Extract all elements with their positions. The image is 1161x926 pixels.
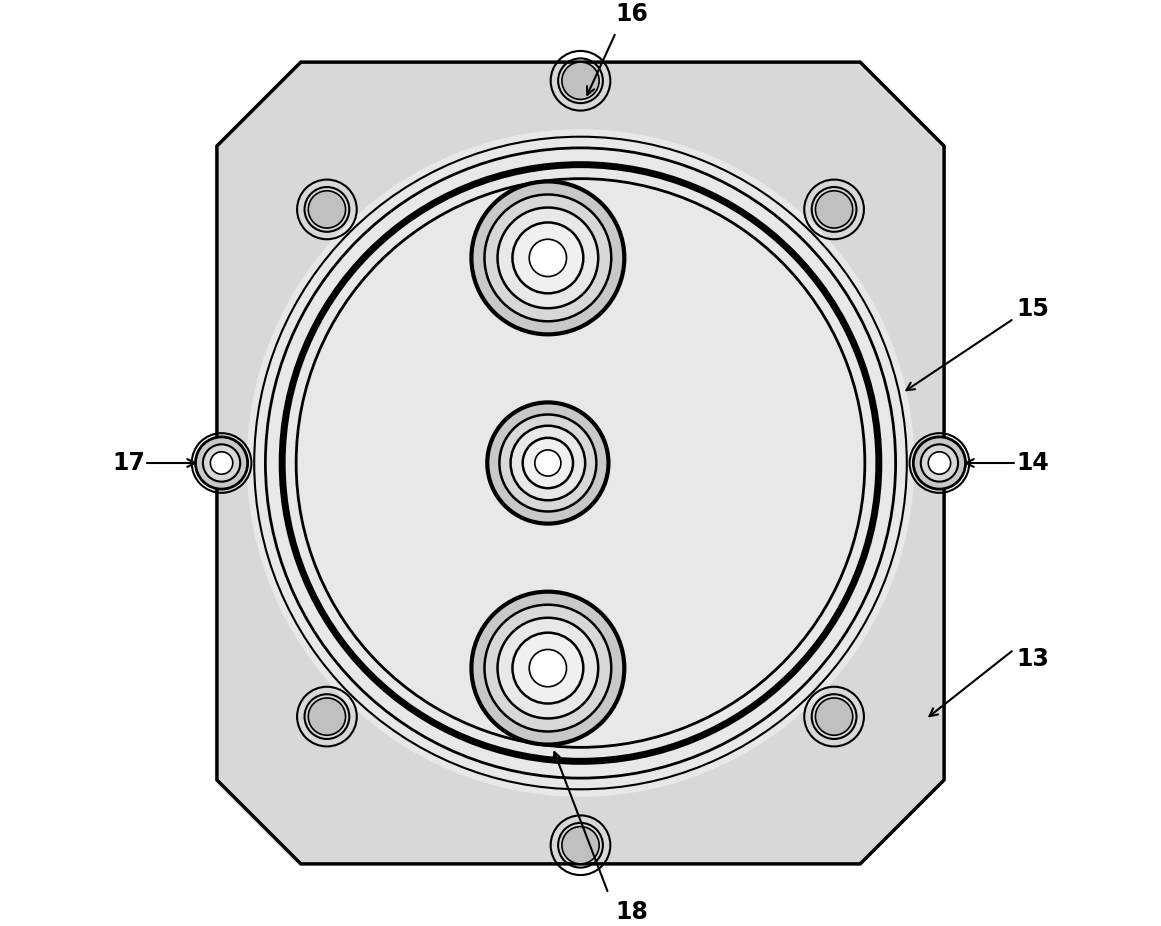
Circle shape bbox=[247, 130, 914, 796]
Text: 14: 14 bbox=[1016, 451, 1050, 475]
Text: 15: 15 bbox=[1016, 297, 1050, 321]
Circle shape bbox=[914, 437, 966, 489]
Circle shape bbox=[309, 698, 346, 735]
Text: 17: 17 bbox=[111, 451, 145, 475]
Circle shape bbox=[535, 450, 561, 476]
Circle shape bbox=[484, 194, 611, 321]
Circle shape bbox=[210, 452, 232, 474]
Circle shape bbox=[498, 207, 598, 308]
Circle shape bbox=[471, 592, 625, 745]
Circle shape bbox=[529, 649, 567, 687]
Circle shape bbox=[815, 698, 852, 735]
Circle shape bbox=[529, 239, 567, 277]
Circle shape bbox=[203, 444, 240, 482]
Circle shape bbox=[488, 403, 608, 523]
Circle shape bbox=[562, 827, 599, 864]
Circle shape bbox=[511, 426, 585, 500]
Circle shape bbox=[512, 222, 583, 294]
Circle shape bbox=[921, 444, 958, 482]
Circle shape bbox=[309, 191, 346, 228]
Circle shape bbox=[921, 444, 958, 482]
Circle shape bbox=[815, 191, 852, 228]
Text: 13: 13 bbox=[1016, 646, 1050, 670]
Text: 18: 18 bbox=[615, 900, 648, 924]
Circle shape bbox=[499, 415, 597, 511]
Circle shape bbox=[562, 62, 599, 99]
Circle shape bbox=[195, 437, 247, 489]
Circle shape bbox=[203, 444, 240, 482]
Circle shape bbox=[471, 181, 625, 334]
Circle shape bbox=[929, 452, 951, 474]
Polygon shape bbox=[217, 62, 944, 864]
Circle shape bbox=[484, 605, 611, 732]
Text: 16: 16 bbox=[615, 2, 648, 26]
Circle shape bbox=[512, 632, 583, 704]
Circle shape bbox=[522, 438, 574, 488]
Circle shape bbox=[498, 618, 598, 719]
